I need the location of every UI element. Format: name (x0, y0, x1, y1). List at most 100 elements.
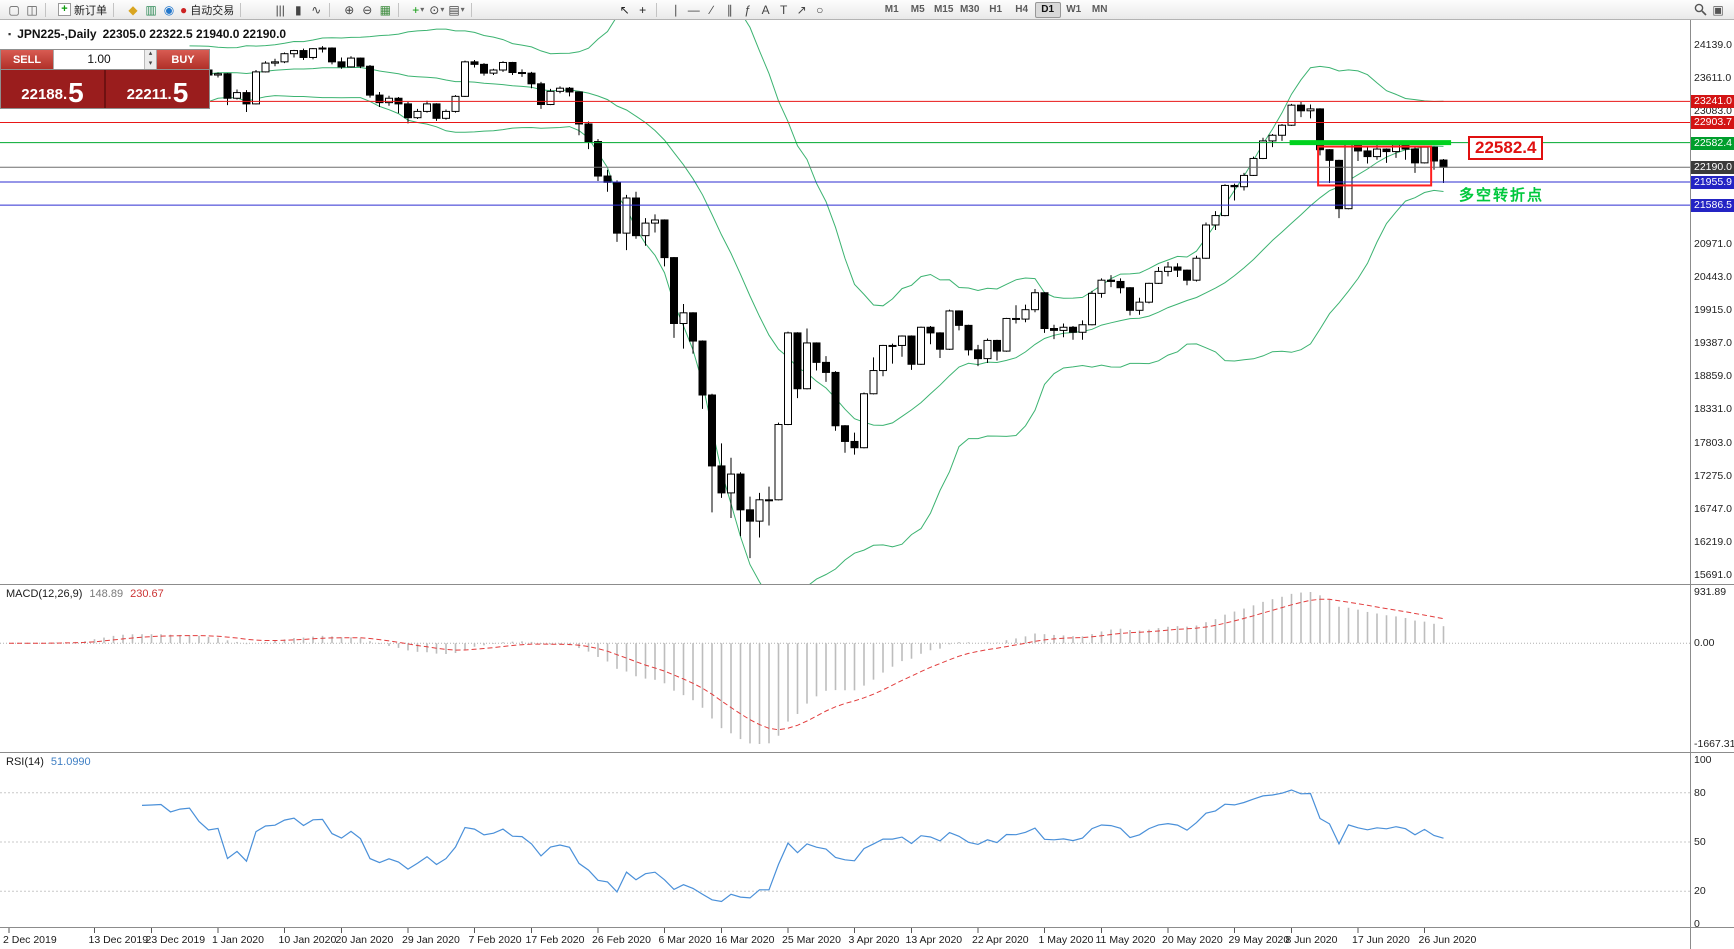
channel-icon[interactable]: ∥ (726, 2, 733, 17)
consolidation-rectangle[interactable] (1317, 145, 1433, 187)
price-scale-label: 15691.0 (1694, 569, 1732, 581)
timeframe-w1[interactable]: W1 (1066, 4, 1082, 15)
new-order-icon[interactable]: + 新订单 (56, 1, 109, 19)
timeframe-d1[interactable]: D1 (1034, 1, 1061, 18)
alerts-icon[interactable]: ◆ (128, 2, 138, 17)
price-scale-label: 18859.0 (1694, 370, 1732, 382)
volume-box[interactable]: 1.00 ▴ ▾ (53, 50, 157, 69)
toolbar-right-group: ▣ (1691, 1, 1727, 19)
candlestick-icon[interactable]: ▮ (294, 2, 302, 17)
date-label: 1 Jan 2020 (212, 934, 264, 946)
price-line-label: 22582.4 (1691, 137, 1734, 150)
toolbar-separator (470, 2, 472, 17)
date-label: 20 Jan 2020 (336, 934, 394, 946)
timeframe-group: M1 M5 M15 M30 H1 H4 D1 W1 MN (879, 1, 1113, 18)
date-label: 16 Mar 2020 (716, 934, 775, 946)
sell-button[interactable]: SELL (1, 50, 53, 69)
cursor-icon[interactable]: ↖ (619, 2, 630, 17)
timeframe-m1[interactable]: M1 (884, 4, 899, 15)
date-label: 11 May 2020 (1096, 934, 1156, 946)
rsi-value: 51.0990 (50, 756, 91, 768)
date-label: 6 Mar 2020 (659, 934, 712, 946)
pivot-annotation-text[interactable]: 多空转折点 (1459, 187, 1545, 204)
price-scale-label: 23083.0 (1694, 105, 1732, 117)
rsi-label: RSI(14) 51.0990 (6, 756, 91, 768)
toolbar-separator (45, 2, 46, 17)
trendline-icon[interactable]: ∕ (710, 2, 713, 17)
insert-group: + ▾ ⊙ ▾ ▤ ▾ (409, 1, 466, 19)
macd-scale-label: -1667.31 (1694, 738, 1734, 750)
market-depth-icon[interactable]: ▥ (145, 2, 157, 17)
bar-chart-icon[interactable]: ||| (275, 2, 285, 17)
volume-up-icon[interactable]: ▴ (145, 50, 156, 60)
date-label: 29 Jan 2020 (402, 934, 460, 946)
zoom-out-icon[interactable]: ⊖ (362, 2, 373, 17)
timeframe-h1[interactable]: H1 (989, 4, 1003, 15)
draw-group: ∣ — ∕ ∥ ƒ A T ↗ ○ (667, 1, 829, 19)
macd-scale-label: 0.00 (1694, 637, 1715, 649)
search-icon[interactable] (1691, 1, 1709, 19)
price-annotation-box[interactable]: 22582.4 (1468, 136, 1544, 160)
new-window-icon[interactable]: ▢ (8, 2, 20, 17)
crosshair-icon[interactable]: + (639, 2, 647, 17)
volume-down-icon[interactable]: ▾ (145, 59, 156, 69)
chart-windows-icon[interactable]: ◫ (26, 2, 38, 17)
buy-price-big-digit: 5 (172, 77, 189, 108)
volume-value[interactable]: 1.00 (87, 52, 111, 66)
timeframe-h4[interactable]: H4 (1015, 4, 1029, 15)
indicators-icon[interactable]: + ▾ (412, 2, 425, 17)
date-label: 8 Jun 2020 (1286, 934, 1338, 946)
templates-icon[interactable]: ▤ ▾ (448, 2, 465, 17)
volume-spinner: ▴ ▾ (144, 50, 156, 69)
price-scale-label: 20971.0 (1694, 238, 1732, 250)
toolbar-separator (655, 2, 657, 17)
periods-icon[interactable]: ⊙ ▾ (429, 2, 445, 17)
timeframe-m30[interactable]: M30 (959, 4, 980, 15)
autotrading-icon[interactable]: ● 自动交易 (180, 2, 235, 17)
date-label: 22 Apr 2020 (972, 934, 1029, 946)
timeframe-m5[interactable]: M5 (910, 4, 925, 15)
sell-price-base: 22188. (21, 86, 68, 103)
panel-separators (0, 20, 1734, 949)
rsi-name: RSI(14) (6, 756, 44, 768)
date-label: 13 Dec 2019 (89, 934, 149, 946)
timeframe-m15[interactable]: M15 (933, 4, 954, 15)
chart-type-group: ||| ▮ ∿ (271, 1, 325, 19)
macd-scale-label: 931.89 (1694, 586, 1727, 598)
arrow-icon[interactable]: ↗ (796, 2, 807, 17)
date-label: 17 Jun 2020 (1352, 934, 1410, 946)
date-label: 3 Apr 2020 (849, 934, 900, 946)
horizontal-line-icon[interactable]: — (687, 2, 700, 17)
service-group: ◆ ▥ ◉ ● 自动交易 (124, 1, 236, 19)
price-line-label: 21955.9 (1691, 176, 1734, 189)
date-label: 26 Jun 2020 (1419, 934, 1477, 946)
line-chart-icon[interactable]: ∿ (311, 2, 322, 17)
rsi-scale-label: 20 (1694, 885, 1706, 897)
text-icon[interactable]: A (761, 2, 770, 17)
sell-price[interactable]: 22188. 5 (1, 70, 106, 108)
order-group: + 新订单 (56, 1, 109, 19)
tile-windows-icon[interactable]: ▦ (379, 2, 391, 17)
fibonacci-icon[interactable]: ƒ (744, 2, 752, 17)
community-icon[interactable]: ◉ (163, 2, 175, 17)
toolbox-icon[interactable]: ▣ (1712, 2, 1724, 17)
price-line-label: 22903.7 (1691, 116, 1734, 129)
shapes-icon[interactable]: ○ (816, 2, 824, 17)
vertical-line-icon[interactable]: ∣ (672, 2, 679, 17)
timeframe-mn[interactable]: MN (1091, 4, 1108, 15)
buy-price[interactable]: 22211. 5 (106, 70, 209, 108)
date-label: 23 Dec 2019 (146, 934, 206, 946)
price-scale[interactable]: 24139.0 23611.0 23083.0 20971.0 20443.0 19915… (1691, 0, 1734, 949)
date-label: 7 Feb 2020 (469, 934, 522, 946)
price-scale-label: 16219.0 (1694, 536, 1732, 548)
buy-price-base: 22211. (126, 86, 172, 103)
horizontal-price-lines[interactable] (0, 100, 1690, 206)
zoom-in-icon[interactable]: ⊕ (344, 2, 355, 17)
price-line-label: 22190.0 (1691, 161, 1734, 174)
toolbar-separator (240, 2, 242, 17)
buy-button[interactable]: BUY (157, 50, 209, 69)
label-icon[interactable]: T (780, 2, 788, 17)
rsi-scale-label: 80 (1694, 787, 1706, 799)
